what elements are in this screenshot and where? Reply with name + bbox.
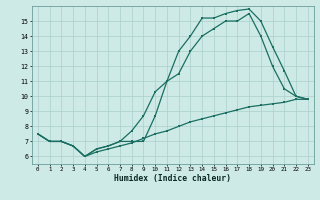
X-axis label: Humidex (Indice chaleur): Humidex (Indice chaleur) [114, 174, 231, 183]
